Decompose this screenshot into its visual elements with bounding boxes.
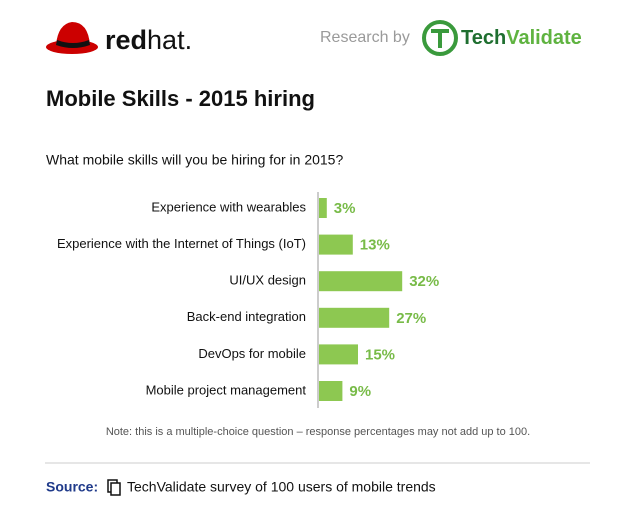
brand-bold: red [105, 25, 147, 55]
tv-ring [422, 20, 458, 56]
value-label: 27% [396, 310, 426, 327]
bar [319, 381, 343, 401]
bar [319, 198, 327, 218]
bars: Experience with wearables 3% Experience wi… [57, 198, 439, 401]
source-label: Source: [46, 479, 98, 495]
brand-regular: hat. [147, 25, 192, 55]
techvalidate-text: TechValidate [461, 27, 582, 49]
chart-title: Mobile Skills - 2015 hiring [46, 86, 315, 111]
note: Note: this is a multiple-choice question… [106, 426, 530, 438]
value-label: 15% [365, 346, 395, 363]
chart-subtitle: What mobile skills will you be hiring fo… [46, 152, 343, 168]
value-label: 32% [409, 273, 439, 290]
bar [319, 271, 403, 292]
category-label: Mobile project management [146, 382, 307, 397]
tv-t [431, 29, 449, 48]
brand-text: redhat. [105, 25, 192, 55]
category-label: DevOps for mobile [198, 346, 306, 361]
category-label: UI/UX design [229, 273, 306, 288]
value-label: 3% [334, 200, 356, 217]
value-label: 13% [360, 237, 390, 254]
hat-crown [56, 22, 90, 45]
redhat-logo [46, 22, 98, 54]
category-label: Experience with the Internet of Things (… [57, 236, 306, 251]
doc-front [110, 482, 121, 496]
techvalidate-icon [422, 20, 458, 56]
research-by: Research by [320, 29, 410, 46]
tv-light: Validate [506, 27, 582, 49]
value-label: 9% [349, 383, 371, 400]
source-text: TechValidate survey of 100 users of mobi… [127, 479, 436, 495]
category-label: Back-end integration [187, 309, 306, 324]
bar [319, 307, 390, 328]
bar [319, 234, 353, 255]
category-label: Experience with wearables [151, 199, 306, 214]
bar [319, 344, 358, 365]
tv-dark: Tech [461, 27, 506, 49]
doc-icon [107, 479, 121, 496]
hat-band [56, 40, 90, 48]
